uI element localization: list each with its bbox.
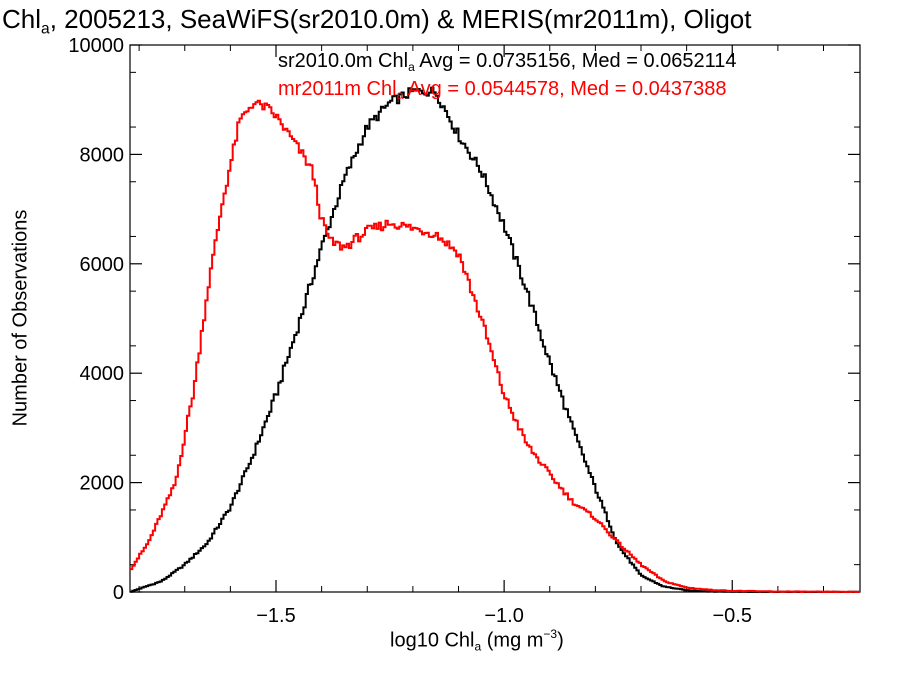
stats-line-post: Avg = 0.0544578, Med = 0.0437388 [403,78,727,100]
xlabel-pre: log10 Chl [390,629,475,652]
stats-line-pre: sr2010.0m Chl [278,50,409,72]
x-axis-label: log10 Chla (mg m−3) [390,627,564,654]
y-tick-label: 0 [113,582,124,604]
y-tick-label: 4000 [80,363,125,385]
y-tick-label: 6000 [80,254,125,276]
title-sub: a [41,20,50,38]
series-line-mr2011m [130,99,860,593]
stats-line-pre: mr2011m Chl [278,78,397,100]
x-tick-label: −1.0 [484,605,523,627]
xlabel-mid: (mg m [481,629,544,652]
x-tick-label: −1.5 [256,605,295,627]
plot-frame [129,44,861,593]
series-layer [130,86,860,593]
xlabel-post: ) [557,629,564,652]
title-pre: Chl [2,4,42,34]
y-tick-label: 2000 [80,473,125,495]
y-axis-label: Number of Observations [9,209,32,427]
series-line-sr2010.0m [130,86,860,593]
stats-line-sub: a [408,60,415,75]
xlabel-sub: a [474,639,482,654]
xlabel-sup: −3 [543,627,558,641]
y-tick-label: 8000 [80,144,125,166]
stats-line-sr2010: sr2010.0m Chla Avg = 0.0735156, Med = 0.… [278,50,737,74]
x-tick-label: −0.5 [713,605,752,627]
stats-line-post: Avg = 0.0735156, Med = 0.0652114 [414,50,737,72]
axis-ticks: −1.5 −1.0 −0.5 0 2000 4000 6000 8000 10000 [68,35,860,627]
stats-line-sub: a [396,88,404,103]
chart-title: Chla, 2005213, SeaWiFS(sr2010.0m) & MERI… [2,4,751,38]
y-tick-label: 10000 [68,35,124,57]
title-post: , 2005213, SeaWiFS(sr2010.0m) & MERIS(mr… [49,4,752,34]
stats-line-mr2011: mr2011m Chla Avg = 0.0544578, Med = 0.04… [278,78,727,102]
